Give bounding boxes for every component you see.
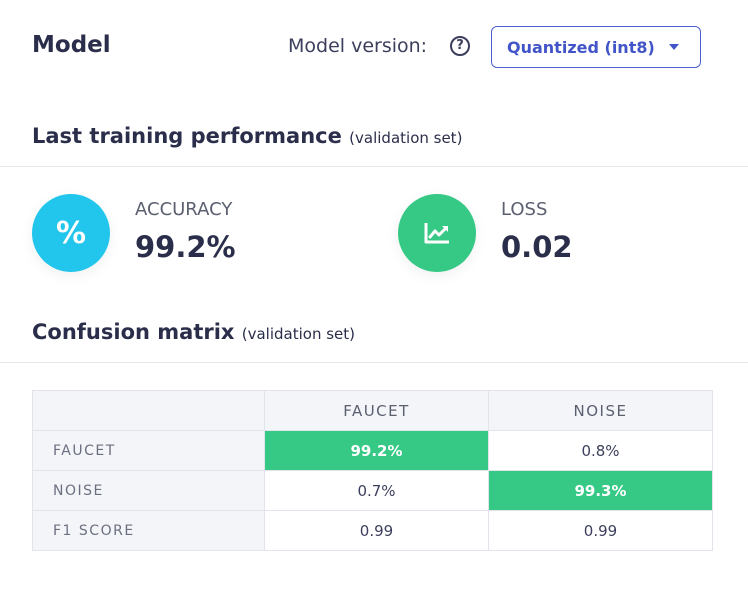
model-header: Model Model version: ? Quantized (int8) (32, 26, 702, 70)
loss-label: LOSS (501, 199, 548, 220)
model-version-dropdown[interactable]: Quantized (int8) (491, 26, 701, 68)
table-corner-cell (32, 390, 265, 431)
help-icon[interactable]: ? (450, 36, 470, 56)
performance-section-title: Last training performance (validation se… (32, 124, 462, 148)
row-header: FAUCET (32, 430, 265, 471)
row-header: F1 SCORE (32, 510, 265, 551)
model-version-selected: Quantized (int8) (507, 37, 655, 57)
confusion-subtitle: (validation set) (241, 325, 356, 343)
confusion-section-title: Confusion matrix (validation set) (32, 320, 355, 344)
page-title: Model (32, 32, 111, 58)
table-row: FAUCET 99.2% 0.8% (32, 430, 713, 471)
accuracy-label: ACCURACY (135, 199, 233, 220)
matrix-cell: 0.7% (264, 470, 489, 511)
matrix-cell: 0.99 (488, 510, 713, 551)
confusion-title: Confusion matrix (32, 320, 235, 344)
trend-chart-icon (398, 194, 476, 272)
trend-chart-svg (424, 223, 449, 244)
row-header: NOISE (32, 470, 265, 511)
column-header: NOISE (488, 390, 713, 431)
loss-value: 0.02 (501, 230, 573, 264)
column-header: FAUCET (264, 390, 489, 431)
table-header-row: FAUCET NOISE (32, 390, 713, 431)
matrix-cell: 99.2% (264, 430, 489, 471)
confusion-matrix-table: FAUCET NOISE FAUCET 99.2% 0.8% NOISE 0.7… (32, 390, 713, 551)
divider (0, 166, 748, 167)
accuracy-value: 99.2% (135, 230, 236, 264)
performance-subtitle: (validation set) (349, 129, 463, 147)
divider (0, 362, 748, 363)
performance-title: Last training performance (32, 124, 342, 148)
chevron-down-icon (668, 44, 679, 50)
model-version-label: Model version: (288, 35, 428, 57)
percent-glyph: % (55, 215, 87, 251)
table-row: F1 SCORE 0.99 0.99 (32, 510, 713, 551)
percent-icon: % (32, 194, 110, 272)
table-row: NOISE 0.7% 99.3% (32, 470, 713, 511)
matrix-cell: 99.3% (488, 470, 713, 511)
matrix-cell: 0.99 (264, 510, 489, 551)
matrix-cell: 0.8% (488, 430, 713, 471)
